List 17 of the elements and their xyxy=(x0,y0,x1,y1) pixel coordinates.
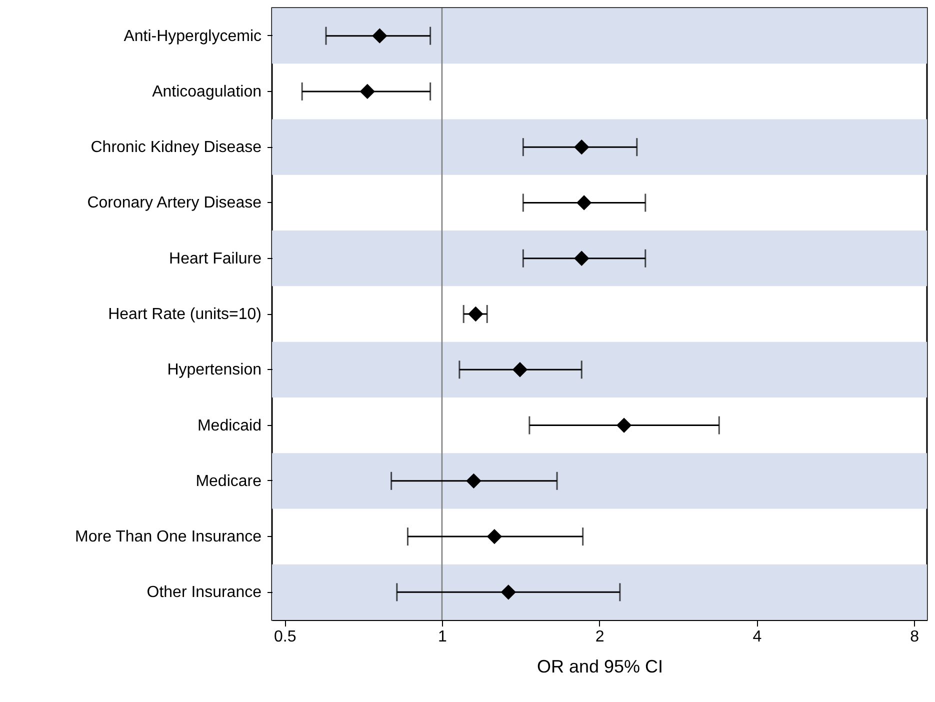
x-tick-label: 1 xyxy=(438,628,448,646)
y-tick-label: Hypertension xyxy=(167,362,262,379)
x-tick-label: 8 xyxy=(910,628,920,646)
x-tick-label: 0.5 xyxy=(274,628,296,646)
y-tick-label: Medicaid xyxy=(197,417,262,434)
y-tick-label: Anti-Hyperglycemic xyxy=(124,28,262,45)
y-tick-label: Heart Failure xyxy=(169,250,262,268)
x-axis-title: OR and 95% CI xyxy=(536,656,664,676)
y-tick-label: Anticoagulation xyxy=(152,83,262,100)
y-tick-label: Medicare xyxy=(196,472,262,490)
y-tick-label: More Than One Insurance xyxy=(75,528,262,546)
y-tick-label: Chronic Kidney Disease xyxy=(90,139,262,156)
y-tick-label: Coronary Artery Disease xyxy=(87,194,262,212)
y-tick-label: Heart Rate (units=10) xyxy=(108,306,262,323)
x-tick-label: 4 xyxy=(752,628,762,646)
y-tick-label: Other Insurance xyxy=(146,584,262,602)
x-tick-label: 2 xyxy=(595,628,604,646)
